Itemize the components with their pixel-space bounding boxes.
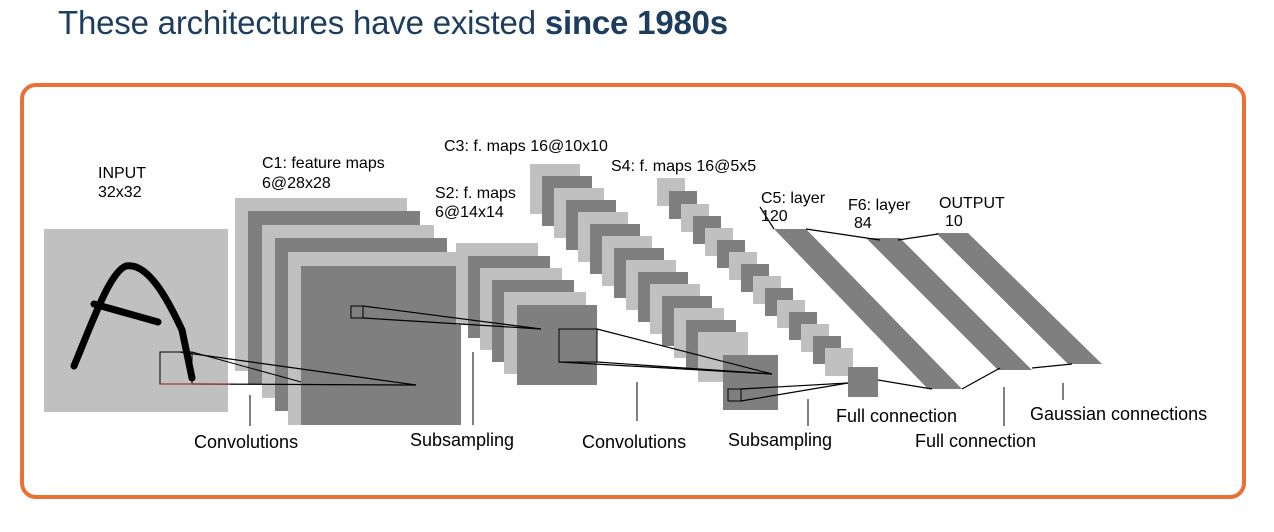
s4-feature-maps <box>657 178 878 397</box>
diagram-frame <box>20 83 1246 499</box>
c1-size: 6@28x28 <box>262 175 331 192</box>
op-convolutions-2: Convolutions <box>582 432 686 452</box>
c5-layer <box>774 229 962 389</box>
op-full-connection-2: Full connection <box>915 431 1036 451</box>
f6-size: 84 <box>854 215 872 232</box>
s2-label: S2: f. maps <box>435 185 516 202</box>
title-emphasis: since 1980s <box>544 4 728 41</box>
operation-ticks <box>249 352 1064 426</box>
input-label: INPUT <box>98 165 146 182</box>
f6-label: F6: layer <box>848 197 911 214</box>
c1-feature-maps <box>235 198 461 425</box>
op-subsampling-1: Subsampling <box>410 430 514 450</box>
op-subsampling-2: Subsampling <box>728 430 832 450</box>
connection-lines <box>160 206 1073 402</box>
output-layer <box>936 233 1102 364</box>
op-gaussian-connections: Gaussian connections <box>1030 404 1207 424</box>
input-layer <box>44 229 228 412</box>
f6-layer <box>866 238 1032 370</box>
s2-feature-maps <box>456 243 598 385</box>
op-convolutions-1: Convolutions <box>194 432 298 452</box>
c3-feature-maps <box>530 164 778 410</box>
input-size: 32x32 <box>98 184 142 201</box>
c5-size: 120 <box>761 208 788 225</box>
output-size: 10 <box>945 213 963 230</box>
output-label: OUTPUT <box>939 195 1005 212</box>
operation-labels: Convolutions Subsampling Convolutions Su… <box>194 404 1207 452</box>
s2-size: 6@14x14 <box>435 204 504 221</box>
s4-label: S4: f. maps 16@5x5 <box>611 158 756 175</box>
layer-labels: INPUT 32x32 C1: feature maps 6@28x28 S2:… <box>98 138 1005 232</box>
slide-title: These architectures have existed since 1… <box>58 4 728 42</box>
title-prefix: These architectures have existed <box>58 4 545 41</box>
c3-label: C3: f. maps 16@10x10 <box>444 138 608 155</box>
c5-label: C5: layer <box>761 190 826 207</box>
c1-label: C1: feature maps <box>262 155 385 172</box>
op-full-connection-1: Full connection <box>836 406 957 426</box>
